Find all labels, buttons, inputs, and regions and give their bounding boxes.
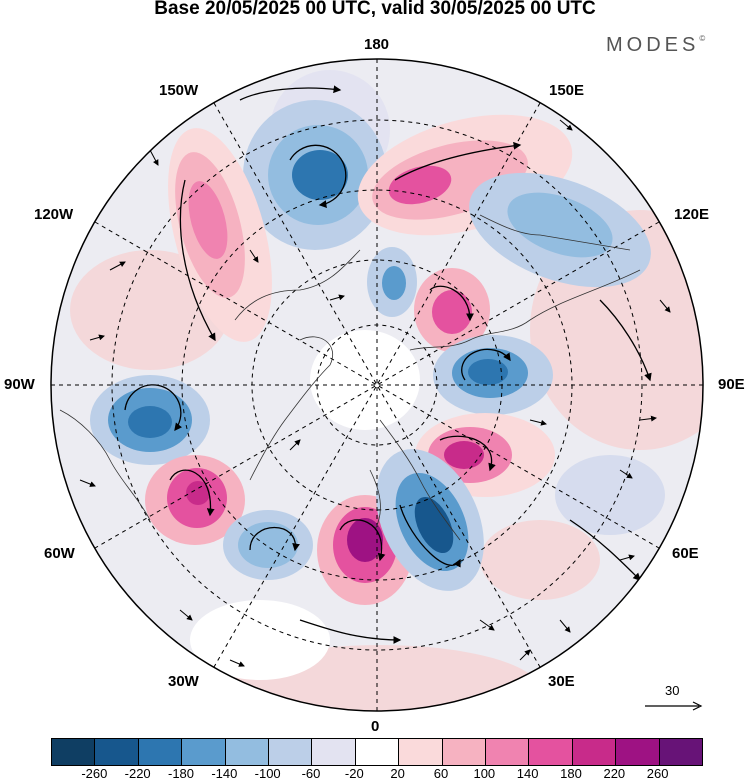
colorbar-segment xyxy=(658,739,703,765)
colorbar-segment xyxy=(94,739,138,765)
colorbar-segment xyxy=(441,739,486,765)
scale-vector-arrow xyxy=(645,701,703,711)
wind-vectors xyxy=(79,119,671,667)
colorbar-tick-label: 100 xyxy=(473,766,496,781)
colorbar-segment xyxy=(311,739,355,765)
lon-label-60w: 60W xyxy=(44,545,75,562)
anomaly-east-low xyxy=(555,455,665,535)
coastlines xyxy=(59,214,641,541)
colorbar-segment xyxy=(571,739,616,765)
anomaly-central-siberia-low xyxy=(433,335,553,415)
anomaly-scandinavia-low xyxy=(376,449,484,591)
lon-label-150w: 150W xyxy=(159,82,199,99)
lon-label-120e: 120E xyxy=(674,206,710,223)
colorbar-tick-label: 260 xyxy=(646,766,669,781)
colorbar-segment xyxy=(615,739,659,765)
anomaly-east-siberia-low xyxy=(469,172,651,288)
brand-text: MODES xyxy=(606,34,700,56)
lon-label-120w: 120W xyxy=(34,206,74,223)
wind-streamlines xyxy=(124,85,652,644)
colorbar-segment xyxy=(52,739,95,765)
colorbar-segment xyxy=(485,739,529,765)
colorbar-tick-label: -260 xyxy=(81,766,108,781)
colorbar-ticks: -260 -220 -180 -140 -100 -60 -20 20 60 100 140 180 2… xyxy=(51,766,701,782)
anomaly-north-pacific-low xyxy=(243,100,387,250)
colorbar-tick-label: -100 xyxy=(254,766,281,781)
lon-label-150e: 150E xyxy=(549,82,585,99)
neutral-area-south xyxy=(190,600,330,680)
chart-title: Base 20/05/2025 00 UTC, valid 30/05/2025… xyxy=(154,0,596,19)
scale-vector-label: 30 xyxy=(665,683,680,698)
brand-mark: © xyxy=(699,34,706,43)
anomaly-alaska-high xyxy=(168,128,272,342)
polar-neutral-area xyxy=(310,330,420,430)
lon-label-30w: 30W xyxy=(168,673,199,690)
colorbar-segment xyxy=(528,739,572,765)
colorbar-tick-label: 220 xyxy=(603,766,626,781)
colorbar xyxy=(51,738,703,766)
anomaly-hudson-low xyxy=(90,375,210,465)
colorbar-segment xyxy=(137,739,182,765)
colorbar-segment xyxy=(354,739,399,765)
colorbar-tick-label: -20 xyxy=(344,766,364,781)
anomaly-region-southeast xyxy=(480,520,600,600)
modes-logo: MODES© xyxy=(606,34,705,57)
lon-label-90w: 90W xyxy=(4,376,35,393)
anomaly-small-low-180 xyxy=(367,247,417,317)
lon-label-0: 0 xyxy=(371,718,380,735)
colorbar-tick-label: 180 xyxy=(560,766,582,781)
colorbar-tick-label: -180 xyxy=(167,766,195,781)
lon-label-60e: 60E xyxy=(672,545,699,562)
colorbar-tick-label: -220 xyxy=(124,766,151,781)
colorbar-tick-label: 140 xyxy=(516,766,539,781)
colorbar-segment xyxy=(268,739,312,765)
lon-label-30e: 30E xyxy=(548,673,575,690)
colorbar-tick-label: -140 xyxy=(211,766,238,781)
map-border xyxy=(50,58,704,712)
colorbar-segment xyxy=(224,739,269,765)
colorbar-tick-label: 60 xyxy=(433,766,449,781)
anomaly-atlantic-low xyxy=(223,510,313,580)
lon-label-90e: 90E xyxy=(718,376,745,393)
colorbar-tick-label: 20 xyxy=(390,766,405,781)
colorbar-segment xyxy=(181,739,225,765)
lon-label-180: 180 xyxy=(364,36,390,53)
colorbar-tick-label: -60 xyxy=(301,766,321,781)
colorbar-segment xyxy=(398,739,442,765)
